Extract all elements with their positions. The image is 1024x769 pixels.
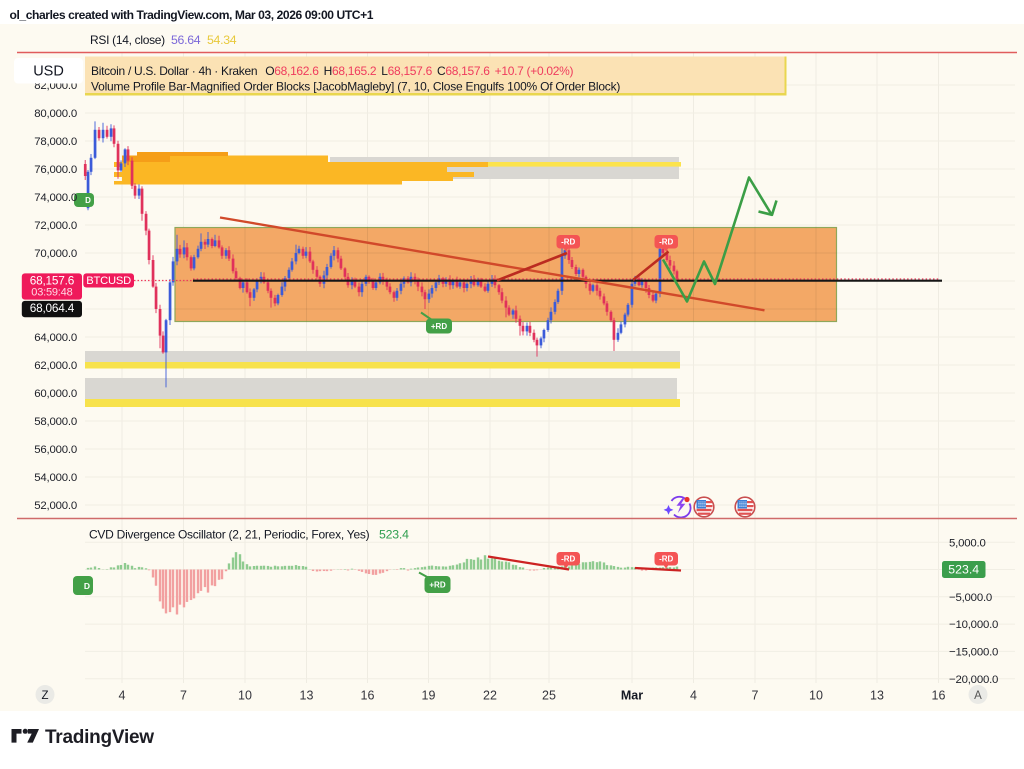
svg-text:CVD Divergence Oscillator (2,: CVD Divergence Oscillator (2, 21, Period…: [89, 528, 370, 542]
svg-text:80,000.0: 80,000.0: [34, 108, 77, 120]
svg-text:76,000.0: 76,000.0: [34, 164, 77, 176]
svg-text:4: 4: [119, 689, 126, 703]
svg-text:TradingView: TradingView: [45, 727, 154, 748]
svg-text:78,000.0: 78,000.0: [34, 136, 77, 148]
svg-text:22: 22: [483, 689, 497, 703]
svg-text:Z: Z: [41, 690, 48, 702]
svg-text:54.34: 54.34: [207, 33, 237, 47]
svg-text:58,000.0: 58,000.0: [34, 416, 77, 428]
svg-text:−20,000.0: −20,000.0: [949, 674, 998, 686]
svg-text:−15,000.0: −15,000.0: [949, 647, 998, 659]
svg-text:56.64: 56.64: [171, 33, 201, 47]
svg-text:-RD: -RD: [659, 238, 673, 247]
svg-text:13: 13: [870, 689, 884, 703]
svg-text:+RD: +RD: [429, 581, 445, 590]
svg-text:62,000.0: 62,000.0: [34, 360, 77, 372]
svg-text:D: D: [85, 196, 91, 205]
svg-text:16: 16: [361, 689, 375, 703]
svg-text:10: 10: [809, 689, 823, 703]
svg-text:-RD: -RD: [561, 555, 575, 564]
svg-text:5,000.0: 5,000.0: [949, 537, 986, 549]
svg-text:10: 10: [238, 689, 252, 703]
svg-text:7: 7: [180, 689, 187, 703]
svg-text:BTCUSD: BTCUSD: [86, 275, 131, 287]
svg-text:D: D: [84, 581, 90, 591]
svg-text:−5,000.0: −5,000.0: [949, 592, 992, 604]
svg-text:74,000.0: 74,000.0: [34, 192, 77, 204]
svg-text:Volume Profile Bar-Magnified O: Volume Profile Bar-Magnified Order Block…: [91, 80, 620, 94]
svg-text:-RD: -RD: [659, 555, 673, 564]
svg-text:72,000.0: 72,000.0: [34, 220, 77, 232]
svg-text:523.4: 523.4: [948, 563, 979, 577]
svg-text:68,157.6: 68,157.6: [30, 274, 75, 288]
svg-text:+RD: +RD: [431, 322, 447, 331]
svg-text:60,000.0: 60,000.0: [34, 388, 77, 400]
svg-text:03:59:48: 03:59:48: [31, 287, 72, 299]
svg-text:523.4: 523.4: [379, 528, 409, 542]
svg-text:64,000.0: 64,000.0: [34, 332, 77, 344]
svg-text:Mar: Mar: [621, 689, 643, 703]
svg-text:25: 25: [542, 689, 556, 703]
svg-text:13: 13: [300, 689, 314, 703]
svg-text:68,064.4: 68,064.4: [30, 301, 75, 315]
svg-text:52,000.0: 52,000.0: [34, 500, 77, 512]
svg-text:Bitcoin / U.S. Dollar · 4h · K: Bitcoin / U.S. Dollar · 4h · KrakenO68,1…: [91, 64, 573, 78]
svg-text:7: 7: [752, 689, 759, 703]
svg-text:-RD: -RD: [561, 238, 575, 247]
svg-text:70,000.0: 70,000.0: [34, 248, 77, 260]
svg-text:ol_charles created with Tradin: ol_charles created with TradingView.com,…: [10, 8, 374, 22]
svg-text:54,000.0: 54,000.0: [34, 472, 77, 484]
svg-text:4: 4: [690, 689, 697, 703]
svg-text:16: 16: [932, 689, 946, 703]
svg-text:RSI (14, close): RSI (14, close): [90, 33, 165, 47]
svg-text:−10,000.0: −10,000.0: [949, 619, 998, 631]
svg-text:56,000.0: 56,000.0: [34, 444, 77, 456]
svg-text:A: A: [974, 690, 982, 702]
svg-text:USD: USD: [33, 64, 64, 80]
svg-text:19: 19: [422, 689, 436, 703]
